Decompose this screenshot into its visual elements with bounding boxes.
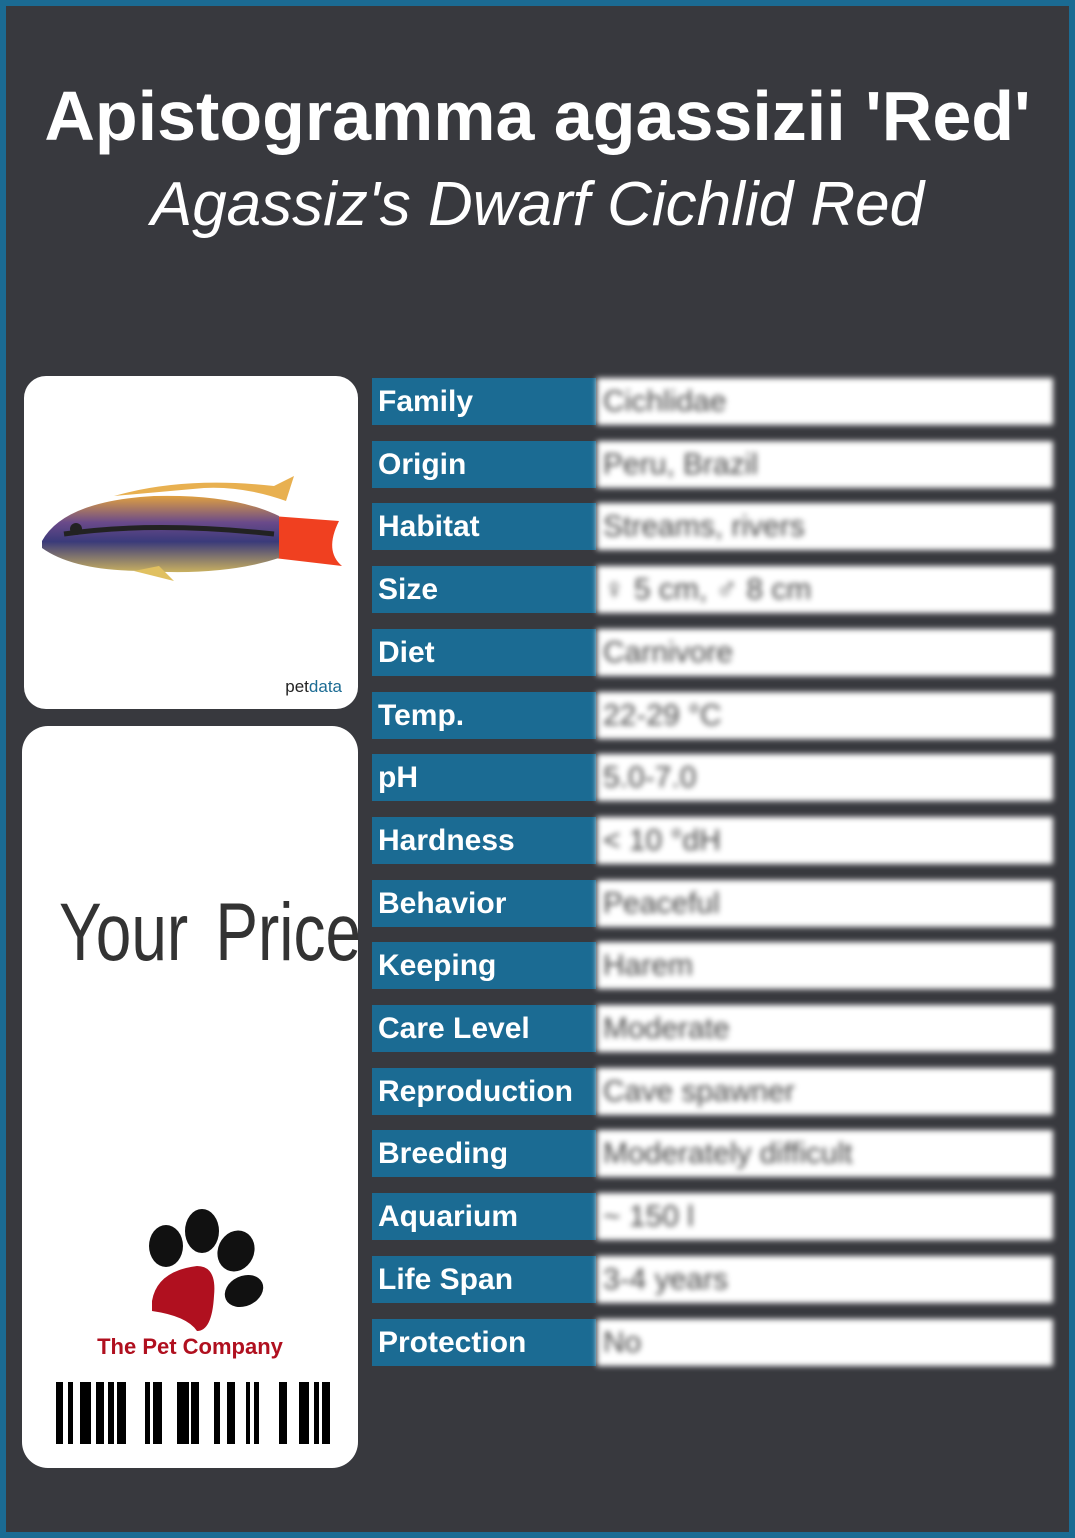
table-row: Family Cichlidae xyxy=(372,378,1053,425)
row-label: Origin xyxy=(372,440,596,488)
row-value: 22-29 °C xyxy=(597,691,1053,739)
row-label: Protection xyxy=(372,1318,596,1366)
company-name: The Pet Company xyxy=(97,1334,283,1359)
table-row: Protection No xyxy=(372,1318,1053,1366)
row-label: Temp. xyxy=(372,691,596,739)
row-label: Diet xyxy=(372,628,596,676)
row-label: pH xyxy=(372,754,596,802)
table-row: Behavior Peaceful xyxy=(372,879,1053,927)
row-label: Breeding xyxy=(372,1130,596,1178)
price-panel: Your Price The Pet Company xyxy=(22,726,362,1468)
table-row: Hardness < 10 °dH xyxy=(372,816,1053,864)
row-label: Care Level xyxy=(372,1005,596,1052)
row-value: ~ 150 l xyxy=(597,1193,1053,1241)
row-value: ♀ 5 cm, ♂ 8 cm xyxy=(597,566,1053,614)
table-row: Life Span 3-4 years xyxy=(372,1255,1053,1303)
row-label: Hardness xyxy=(372,816,596,864)
table-row: Habitat Streams, rivers xyxy=(372,503,1053,551)
row-label: Keeping xyxy=(372,942,596,990)
row-value: Peaceful xyxy=(597,879,1053,927)
table-row: Diet Carnivore xyxy=(372,628,1053,676)
row-label: Size xyxy=(372,566,596,614)
table-row: Keeping Harem xyxy=(372,942,1053,990)
table-row: Reproduction Cave spawner xyxy=(372,1067,1053,1115)
fish-photo-panel: petdata xyxy=(24,376,358,709)
row-value: 5.0-7.0 xyxy=(597,754,1053,802)
row-label: Aquarium xyxy=(372,1193,596,1241)
row-value: Peru, Brazil xyxy=(597,440,1053,488)
table-row: Breeding Moderately difficult xyxy=(372,1130,1053,1178)
row-label: Reproduction xyxy=(372,1067,596,1115)
table-row: pH 5.0-7.0 xyxy=(372,754,1053,802)
row-value: Harem xyxy=(597,942,1053,990)
table-row: Care Level Moderate xyxy=(372,1005,1053,1052)
species-title: Apistogramma agassizii 'Red' xyxy=(44,77,1031,155)
row-value: Moderately difficult xyxy=(597,1130,1053,1178)
row-label: Behavior xyxy=(372,879,596,927)
row-value: Moderate xyxy=(597,1005,1053,1052)
row-value: < 10 °dH xyxy=(597,816,1053,864)
fish-image xyxy=(42,476,342,581)
row-label: Habitat xyxy=(372,503,596,551)
common-name: Agassiz's Dwarf Cichlid Red xyxy=(150,170,925,239)
barcode xyxy=(56,1382,330,1444)
price-label: Your Price xyxy=(58,887,362,978)
table-row: Size ♀ 5 cm, ♂ 8 cm xyxy=(372,566,1053,614)
petdata-watermark: petdata xyxy=(285,677,342,696)
row-value: 3-4 years xyxy=(597,1255,1053,1303)
row-label: Life Span xyxy=(372,1255,596,1303)
row-value: Cave spawner xyxy=(597,1067,1053,1115)
paw-logo-icon xyxy=(149,1209,264,1331)
row-value: Cichlidae xyxy=(597,378,1053,425)
row-value: Streams, rivers xyxy=(597,503,1053,551)
row-label: Family xyxy=(372,378,596,425)
table-row: Aquarium ~ 150 l xyxy=(372,1193,1053,1241)
row-value: Carnivore xyxy=(597,628,1053,676)
row-value: No xyxy=(597,1318,1053,1366)
table-row: Temp. 22-29 °C xyxy=(372,691,1053,739)
table-row: Origin Peru, Brazil xyxy=(372,440,1053,488)
